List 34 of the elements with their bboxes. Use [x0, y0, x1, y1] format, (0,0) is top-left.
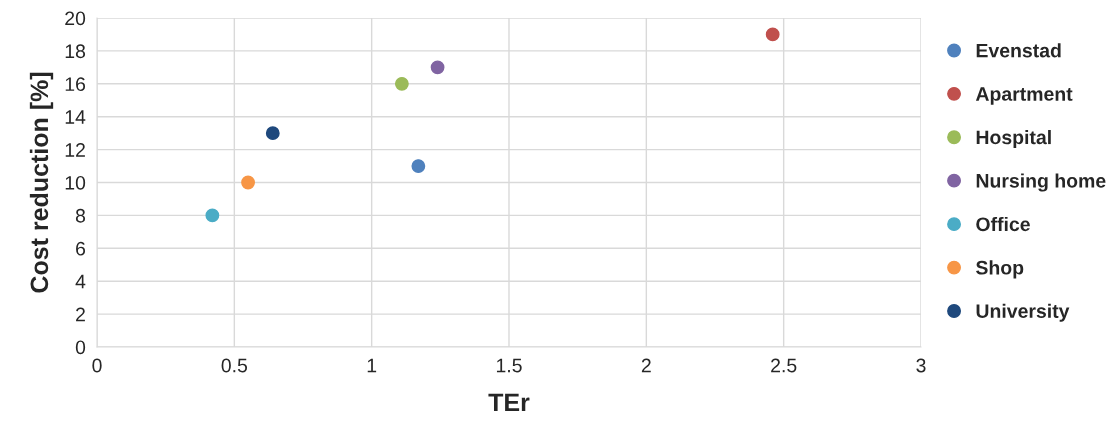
point	[205, 208, 220, 223]
x-tick-label: 1.5	[496, 358, 522, 373]
x-tick-label: 0.5	[221, 358, 248, 373]
y-tick-label: 20	[65, 11, 86, 26]
legend-label: Office	[976, 216, 1030, 232]
point	[430, 60, 445, 75]
y-tick-label: 2	[76, 307, 85, 322]
legend-label: Hospital	[976, 129, 1051, 149]
point	[394, 76, 409, 91]
y-tick-label: 4	[75, 274, 86, 289]
x-tick-label: 3	[916, 358, 926, 373]
y-axis-title: Cost reduction [%]	[29, 72, 54, 293]
y-tick-label: 16	[65, 77, 86, 92]
legend-label: Nursing home	[976, 173, 1106, 192]
point	[411, 159, 426, 173]
y-tick-label: 8	[75, 208, 86, 223]
y-tick-label: 10	[65, 175, 86, 190]
x-tick-label: 2.5	[771, 358, 797, 373]
point	[265, 126, 280, 141]
legend-label: Apartment	[975, 87, 1073, 105]
y-tick-label: 18	[65, 44, 86, 59]
point	[241, 175, 255, 190]
point	[765, 27, 780, 42]
y-tick-label: 6	[76, 241, 86, 256]
x-tick-label: 2	[641, 358, 651, 373]
y-tick-label: 12	[65, 143, 85, 157]
legend-label: Evenstad	[976, 43, 1061, 58]
x-tick-label: 0	[92, 358, 102, 373]
x-tick-label: 1	[367, 358, 377, 373]
y-tick-label: 0	[75, 340, 86, 355]
x-axis-title: TEr	[488, 393, 530, 412]
legend-label: University	[976, 303, 1070, 322]
legend-label: Shop	[976, 260, 1024, 279]
y-tick-label: 14	[65, 110, 86, 124]
